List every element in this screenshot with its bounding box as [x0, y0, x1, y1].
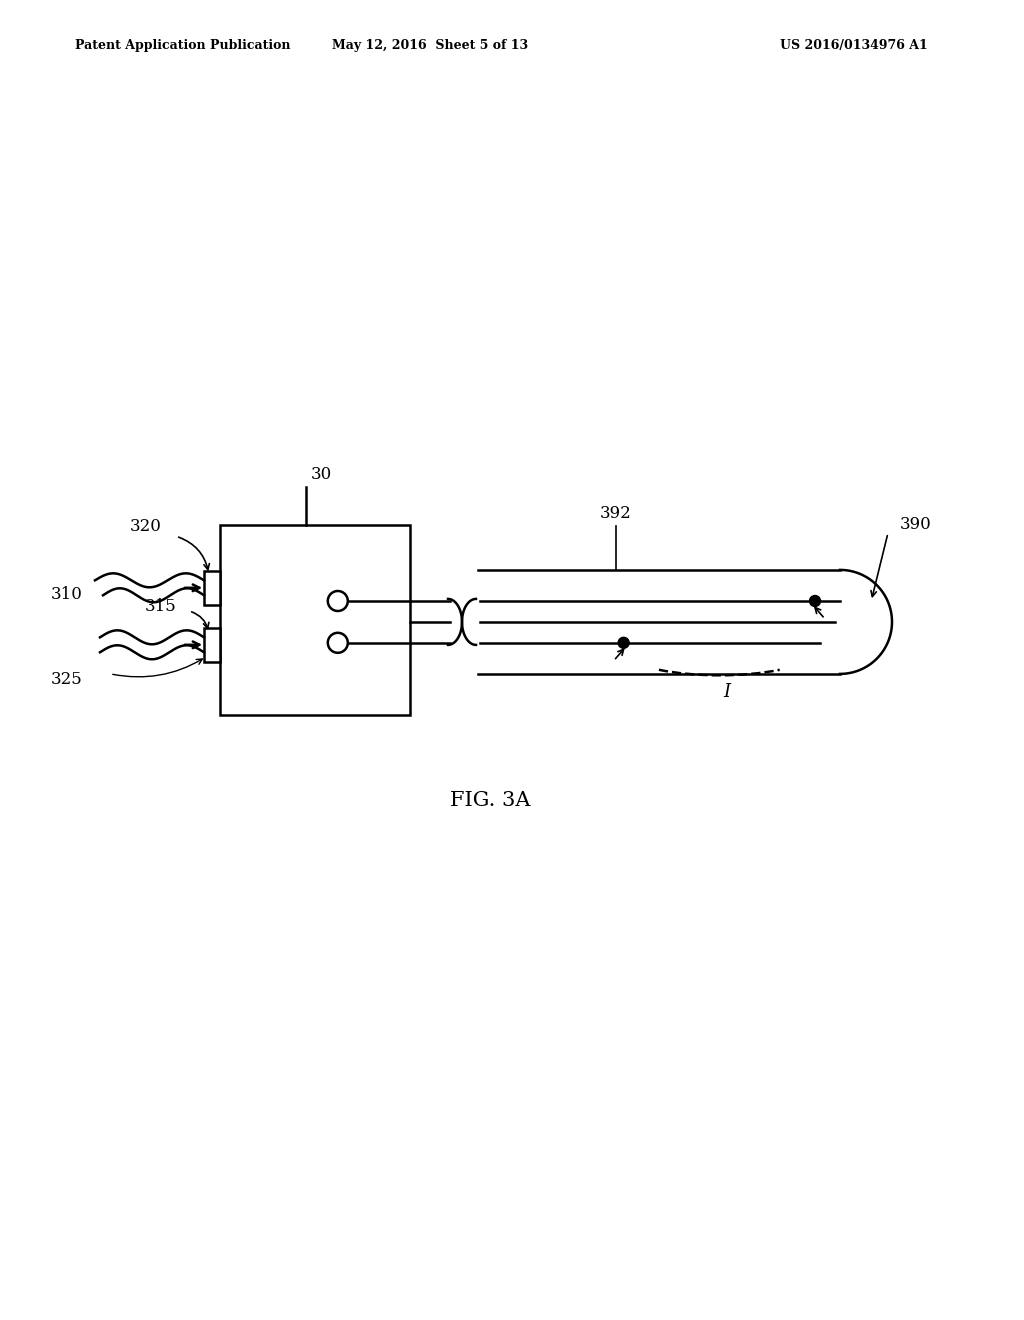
- Text: I: I: [724, 684, 731, 701]
- Text: 320: 320: [130, 517, 162, 535]
- Text: 310: 310: [51, 586, 83, 603]
- Bar: [204, 570, 220, 605]
- Text: Patent Application Publication: Patent Application Publication: [75, 38, 291, 51]
- Bar: [220, 525, 410, 715]
- Circle shape: [810, 595, 820, 606]
- Text: US 2016/0134976 A1: US 2016/0134976 A1: [780, 38, 928, 51]
- Text: 325: 325: [51, 672, 83, 688]
- Text: 30: 30: [310, 466, 332, 483]
- Bar: [204, 628, 220, 661]
- Text: 390: 390: [900, 516, 932, 533]
- Text: FIG. 3A: FIG. 3A: [450, 791, 530, 809]
- Text: 392: 392: [600, 504, 632, 521]
- Text: 315: 315: [144, 598, 176, 615]
- Text: May 12, 2016  Sheet 5 of 13: May 12, 2016 Sheet 5 of 13: [332, 38, 528, 51]
- Circle shape: [618, 638, 629, 648]
